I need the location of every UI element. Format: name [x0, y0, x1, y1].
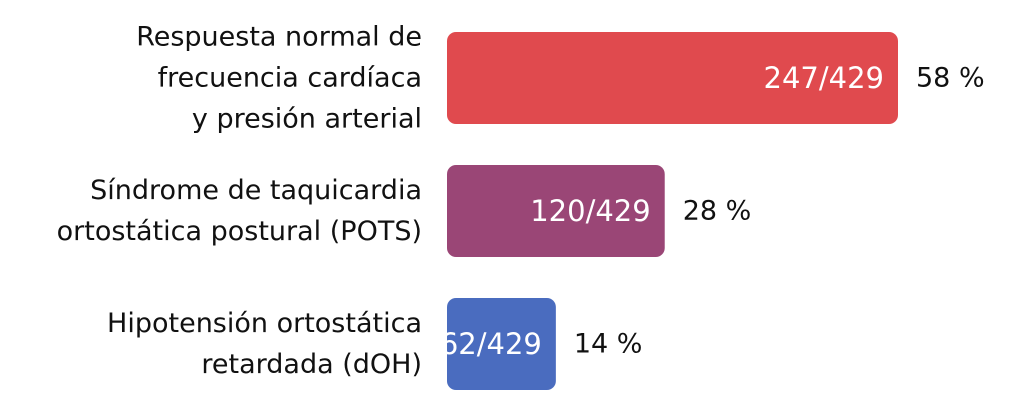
category-label-line: y presión arterial: [192, 104, 422, 135]
category-label-line: Respuesta normal de: [136, 22, 422, 53]
category-label-3: Hipotensión ortostática retardada (dOH): [107, 308, 422, 380]
bar-fraction-label-2: 120/429: [530, 194, 650, 228]
bar-fraction-label-1: 247/429: [764, 61, 884, 95]
category-label-line: ortostática postural (POTS): [57, 216, 422, 247]
percent-label-1: 58 %: [916, 63, 985, 94]
bar-fraction-label-3: 62/429: [440, 327, 542, 361]
bar-3: [447, 298, 556, 390]
category-label-2: Síndrome de taquicardia ortostática postu…: [57, 175, 422, 247]
bar-1: [447, 32, 898, 124]
category-label-line: retardada (dOH): [201, 349, 422, 380]
category-label-line: Síndrome de taquicardia: [90, 175, 422, 206]
category-label-line: frecuencia cardíaca: [158, 63, 422, 94]
percent-label-3: 14 %: [574, 329, 643, 360]
category-label-line: Hipotensión ortostática: [107, 308, 422, 339]
bar-2: [447, 165, 665, 257]
percent-label-2: 28 %: [683, 196, 752, 227]
category-label-1: Respuesta normal de frecuencia cardíaca y …: [136, 22, 422, 135]
